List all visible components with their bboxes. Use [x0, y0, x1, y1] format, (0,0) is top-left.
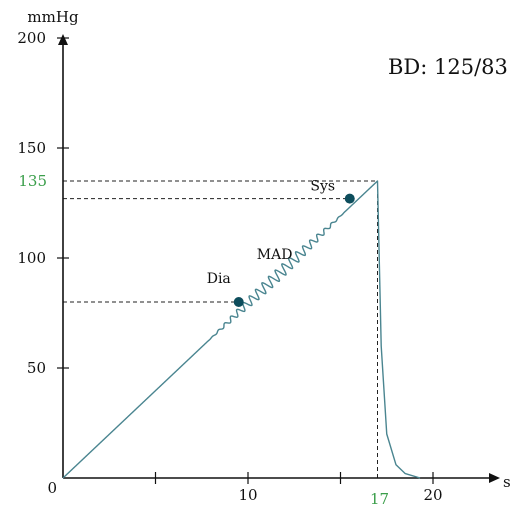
axes	[58, 34, 500, 483]
highlight-y-label: 135	[18, 172, 47, 190]
sys-label: Sys	[310, 179, 335, 195]
mad-label: MAD	[257, 247, 293, 263]
x-tick-label: 10	[238, 486, 257, 504]
dia-marker	[233, 297, 244, 307]
markers	[233, 193, 355, 307]
highlight-x-label: 17	[370, 490, 389, 508]
ticks: 10 20 50 100 150 200	[17, 29, 442, 504]
y-axis-label: mmHg	[27, 8, 79, 26]
y-tick-label: 100	[17, 249, 46, 267]
y-tick-label: 200	[17, 29, 46, 47]
sys-marker	[344, 193, 355, 204]
y-axis-arrow	[58, 34, 68, 45]
blood-pressure-reading: BD: 125/83	[388, 55, 508, 79]
x-axis-arrow	[489, 473, 500, 483]
x-axis-label: s	[503, 473, 511, 491]
y-tick-label: 50	[27, 359, 46, 377]
dia-label: Dia	[207, 271, 231, 287]
origin-label: 0	[47, 479, 57, 497]
guide-lines	[63, 180, 378, 478]
pressure-curve	[62, 180, 421, 479]
y-tick-label: 150	[17, 139, 46, 157]
x-tick-label: 20	[423, 486, 442, 504]
